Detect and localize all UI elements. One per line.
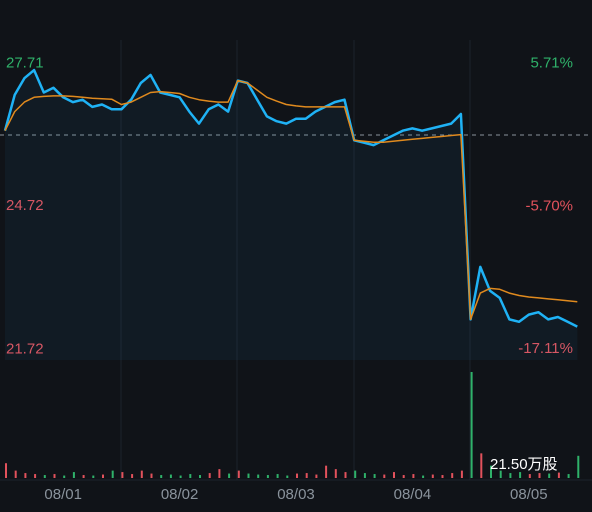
- volume-bar: [247, 473, 250, 478]
- volume-bar: [5, 463, 7, 478]
- volume-bar: [121, 472, 124, 478]
- volume-bar: [199, 475, 201, 478]
- volume-bar: [169, 474, 172, 478]
- volume-bar: [451, 473, 454, 478]
- volume-bar: [228, 473, 231, 478]
- volume-bar: [480, 453, 483, 478]
- volume-bar: [160, 475, 163, 478]
- volume-bar: [412, 474, 415, 478]
- volume-bar: [189, 474, 192, 478]
- y-tick-label: 24.72: [6, 197, 44, 214]
- volume-bar: [325, 465, 328, 478]
- volume-bar: [34, 474, 37, 478]
- volume-bar: [72, 472, 75, 478]
- y-tick-label: 21.72: [6, 340, 44, 357]
- volume-bar: [296, 473, 298, 478]
- volume-bar: [43, 475, 46, 478]
- volume-bar: [140, 470, 143, 478]
- volume-bar: [470, 372, 473, 478]
- volume-bar: [208, 473, 211, 478]
- volume-bar: [276, 474, 279, 478]
- y2-tick-label: -17.11%: [518, 340, 573, 357]
- x-tick-label: 08/02: [161, 486, 199, 503]
- volume-bar: [490, 465, 492, 478]
- volume-bar: [266, 475, 269, 478]
- volume-bar: [63, 475, 66, 478]
- volume-bar: [14, 470, 17, 478]
- volume-bar: [373, 474, 376, 478]
- volume-bar: [53, 474, 56, 478]
- volume-bar: [557, 472, 560, 478]
- volume-bar: [218, 469, 221, 478]
- volume-bar: [402, 475, 405, 478]
- x-tick-label: 08/01: [44, 486, 82, 503]
- volume-bar: [383, 474, 386, 478]
- volume-bar: [567, 474, 570, 478]
- y-tick-label: 27.71: [6, 54, 44, 71]
- volume-bar: [179, 475, 182, 478]
- volume-bar: [422, 475, 425, 478]
- y2-tick-label: -5.70%: [525, 197, 573, 214]
- x-tick-label: 08/04: [394, 486, 432, 503]
- x-tick-label: 08/03: [277, 486, 315, 503]
- volume-bar: [344, 472, 347, 478]
- volume-bar: [334, 469, 337, 478]
- volume-bar: [354, 470, 357, 478]
- volume-bar: [460, 470, 463, 478]
- average-line: [4, 79, 578, 321]
- volume-bar: [441, 475, 444, 478]
- volume-bar: [363, 473, 366, 478]
- volume-bar: [257, 474, 260, 478]
- price-area: [5, 70, 578, 360]
- volume-bar: [315, 474, 318, 478]
- volume-bar: [499, 470, 502, 478]
- volume-label: 21.50万股: [490, 456, 558, 473]
- volume-bar: [111, 470, 114, 478]
- volume-bar: [131, 474, 134, 478]
- volume-bar: [538, 473, 541, 478]
- price-line: [3, 68, 578, 328]
- volume-bar: [577, 455, 580, 478]
- volume-bar: [237, 470, 240, 478]
- volume-bar: [24, 473, 27, 478]
- volume-bar: [82, 475, 85, 478]
- volume-bar: [393, 472, 395, 478]
- volume-bar: [431, 474, 434, 478]
- volume-bar: [102, 474, 104, 478]
- volume-bar: [519, 472, 522, 478]
- day-separators: [0, 40, 592, 481]
- volume-bar: [305, 473, 308, 478]
- volume-bar: [528, 474, 531, 478]
- volume-bar: [92, 475, 95, 478]
- x-tick-label: 08/05: [510, 486, 548, 503]
- volume-bar: [150, 473, 153, 478]
- y2-tick-label: 5.71%: [530, 55, 573, 72]
- volume-bar: [548, 473, 551, 478]
- volume-bar: [286, 475, 289, 478]
- volume-bar: [509, 473, 512, 478]
